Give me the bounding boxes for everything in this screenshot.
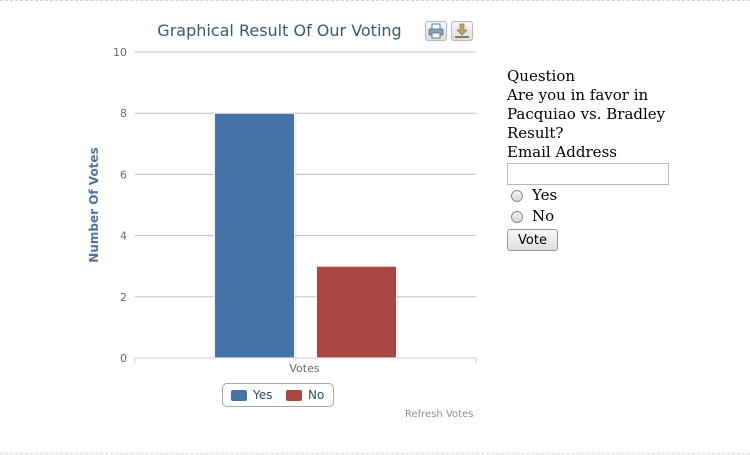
download-chart-button[interactable]: [451, 21, 473, 41]
choice-label-no: No: [532, 207, 555, 225]
question-text: Are you in favor in Pacquiao vs. Bradley…: [507, 86, 666, 142]
y-tick-label: 8: [120, 107, 127, 120]
email-field[interactable]: [507, 163, 669, 185]
bar-yes[interactable]: [214, 112, 295, 359]
download-icon: [455, 23, 469, 38]
print-chart-button[interactable]: [425, 21, 447, 41]
question-heading: Question: [507, 67, 576, 85]
page-bottom-border: [0, 453, 750, 455]
radio-no[interactable]: [511, 211, 523, 223]
bar-no[interactable]: [316, 265, 397, 359]
y-axis-label: Number Of Votes: [87, 147, 101, 262]
y-tick-label: 4: [120, 230, 127, 243]
choice-label-yes: Yes: [532, 186, 558, 204]
y-tick-label: 2: [120, 291, 127, 304]
legend-label-no: No: [308, 388, 325, 402]
chart-canvas: Graphical Result Of Our Voting 0 2 4 6 8 10 Vot…: [87, 21, 477, 375]
legend-label-yes: Yes: [253, 388, 273, 402]
email-label: Email Address: [507, 143, 617, 161]
y-tick-label: 6: [120, 168, 127, 181]
vote-button[interactable]: Vote: [507, 229, 558, 251]
chart-legend: Yes No: [222, 383, 334, 407]
y-tick-label: 10: [113, 46, 127, 59]
legend-swatch-no: [286, 390, 302, 401]
x-category-label: Votes: [289, 362, 319, 375]
legend-swatch-yes: [231, 390, 247, 401]
y-tick-label: 0: [120, 352, 127, 365]
refresh-votes-link[interactable]: Refresh Votes: [405, 409, 474, 420]
radio-yes[interactable]: [511, 190, 523, 202]
page-top-border: [0, 0, 750, 2]
legend-item-no[interactable]: No: [286, 388, 326, 402]
printer-icon: [428, 23, 444, 39]
chart-title: Graphical Result Of Our Voting: [157, 21, 401, 40]
vote-results-chart: Graphical Result Of Our Voting 0 2 4 6 8 10 Vot…: [87, 21, 477, 420]
legend-item-yes[interactable]: Yes: [231, 388, 275, 402]
